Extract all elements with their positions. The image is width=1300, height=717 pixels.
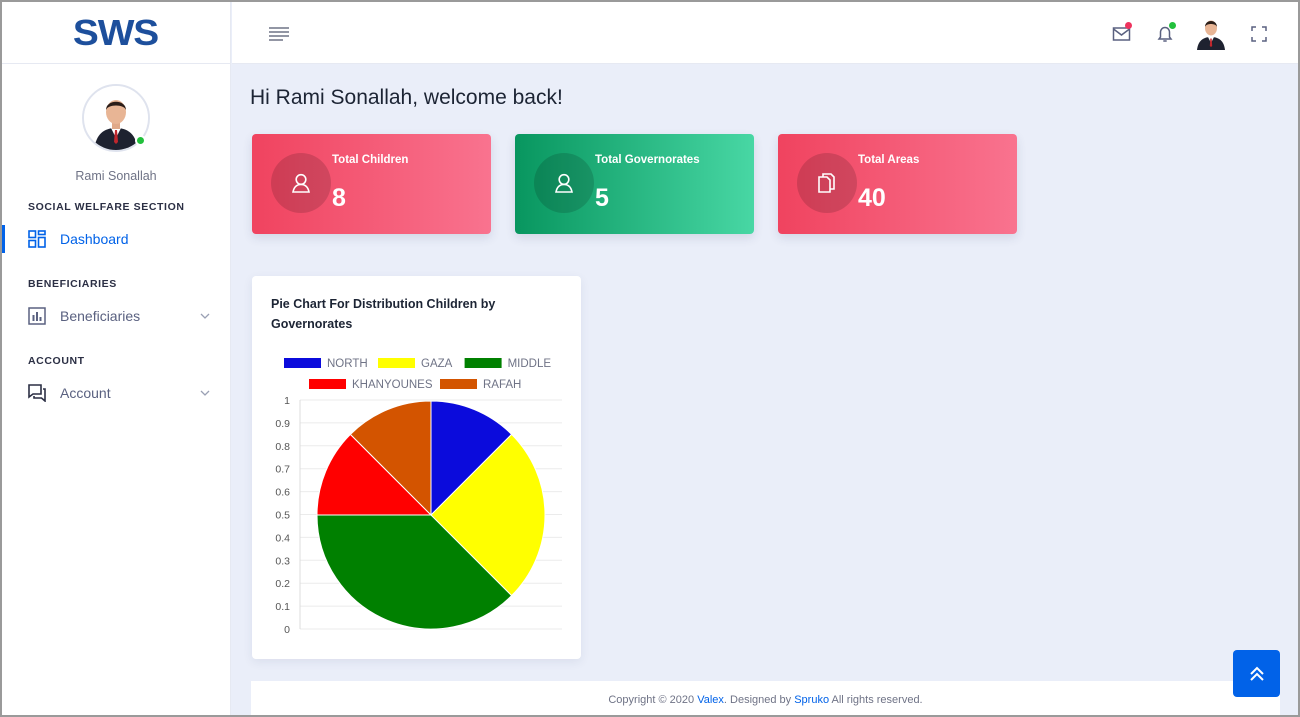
- legend-item[interactable]: GAZA: [378, 358, 453, 370]
- card-icon-circle: [534, 153, 594, 213]
- mail-icon[interactable]: [1112, 24, 1132, 44]
- sidebar-item-label: Dashboard: [60, 231, 129, 247]
- footer-text-suffix: All rights reserved.: [829, 694, 923, 706]
- online-status-dot: [135, 135, 146, 146]
- y-tick-label: 0.9: [275, 418, 290, 430]
- legend-label: KHANYOUNES: [352, 379, 433, 391]
- y-tick-label: 0.3: [275, 555, 290, 567]
- card-label: Total Governorates: [595, 154, 700, 166]
- y-tick-label: 0: [284, 624, 290, 636]
- card-value: 8: [332, 184, 346, 212]
- avatar[interactable]: [82, 84, 150, 152]
- sidebar-item-label: Account: [60, 385, 111, 401]
- pie-chart: NORTH GAZA MIDDLE KHANYOUNES RAFAH 1 0.9 0.8 0.7…: [275, 358, 562, 636]
- section-label-social-welfare: SOCIAL WELFARE SECTION: [28, 201, 185, 213]
- mail-badge: [1125, 22, 1132, 29]
- menu-icon[interactable]: [269, 26, 289, 42]
- top-header: [232, 2, 1298, 64]
- chevron-down-icon: [200, 313, 210, 319]
- y-tick-label: 0.2: [275, 578, 290, 590]
- legend-swatch: [378, 358, 415, 368]
- user-avatar[interactable]: [1195, 16, 1227, 50]
- legend-label: NORTH: [327, 358, 368, 370]
- pie-slice-north[interactable]: [430, 400, 513, 517]
- y-tick-label: 0.6: [275, 487, 290, 499]
- legend-swatch: [309, 379, 346, 389]
- brand-logo[interactable]: SWS: [73, 11, 159, 53]
- y-tick-label: 0.5: [275, 510, 290, 522]
- section-label-beneficiaries: BENEFICIARIES: [28, 278, 117, 290]
- pie-slice-gaza[interactable]: [430, 433, 546, 597]
- bell-badge: [1169, 22, 1176, 29]
- sidebar-item-account[interactable]: Account: [2, 376, 230, 410]
- footer: Copyright © 2020 Valex. Designed by Spru…: [251, 681, 1280, 715]
- legend-item[interactable]: MIDDLE: [464, 358, 552, 370]
- legend-item[interactable]: KHANYOUNES: [309, 379, 433, 391]
- card-value: 40: [858, 184, 886, 212]
- stat-card-total-governorates[interactable]: Total Governorates 5: [515, 134, 754, 234]
- card-label: Total Areas: [858, 154, 920, 166]
- double-chevron-up-icon: [1249, 666, 1264, 681]
- legend-label: MIDDLE: [508, 358, 552, 370]
- footer-text-middle: . Designed by: [723, 694, 795, 706]
- card-icon-circle: [797, 153, 857, 213]
- y-tick-label: 0.8: [275, 441, 290, 453]
- legend-item[interactable]: NORTH: [284, 358, 368, 370]
- pie-chart-card: Pie Chart For Distribution Children by G…: [252, 276, 581, 659]
- sidebar: SWS Rami Sonallah SOCIAL WELFARE SECTION: [2, 2, 231, 715]
- legend-item[interactable]: RAFAH: [440, 379, 521, 391]
- chat-icon: [28, 384, 46, 402]
- sidebar-item-label: Beneficiaries: [60, 308, 141, 324]
- user-icon: [292, 173, 310, 193]
- user-icon: [555, 173, 573, 193]
- y-tick-label: 1: [284, 395, 290, 407]
- dashboard-icon: [28, 230, 46, 248]
- fullscreen-icon[interactable]: [1249, 24, 1269, 44]
- card-value: 5: [595, 184, 609, 212]
- scroll-to-top-button[interactable]: [1233, 650, 1280, 697]
- legend-label: GAZA: [421, 358, 453, 370]
- page-title: Hi Rami Sonallah, welcome back!: [250, 86, 563, 109]
- footer-link-valex[interactable]: Valex: [697, 694, 724, 706]
- y-tick-label: 0.4: [275, 532, 290, 544]
- documents-icon: [818, 173, 835, 193]
- user-avatar-icon: [84, 86, 148, 150]
- pie-slice-rafah[interactable]: [349, 400, 432, 517]
- bar-chart-icon: [28, 307, 46, 325]
- pie-slice-khanyounes[interactable]: [316, 433, 433, 516]
- legend-swatch: [440, 379, 477, 389]
- bell-icon[interactable]: [1155, 24, 1175, 44]
- footer-link-spruko[interactable]: Spruko: [794, 694, 830, 706]
- y-tick-label: 0.7: [275, 464, 290, 476]
- section-label-account: ACCOUNT: [28, 355, 85, 367]
- sidebar-item-dashboard[interactable]: Dashboard: [2, 222, 230, 256]
- legend-swatch: [284, 358, 321, 368]
- footer-text-prefix: Copyright © 2020: [608, 694, 698, 706]
- user-profile: Rami Sonallah: [2, 64, 230, 183]
- pie-slice-middle[interactable]: [316, 514, 513, 630]
- chart-title: Pie Chart For Distribution Children by G…: [271, 297, 496, 331]
- legend-swatch: [464, 358, 502, 368]
- stat-card-total-areas[interactable]: Total Areas 40: [778, 134, 1017, 234]
- card-label: Total Children: [332, 154, 409, 166]
- profile-name: Rami Sonallah: [75, 169, 157, 183]
- stat-card-total-children[interactable]: Total Children 8: [252, 134, 491, 234]
- chevron-down-icon: [200, 390, 210, 396]
- logo-area: SWS: [2, 2, 230, 64]
- legend-label: RAFAH: [483, 379, 521, 391]
- y-tick-label: 0.1: [275, 601, 290, 613]
- sidebar-item-beneficiaries[interactable]: Beneficiaries: [2, 299, 230, 333]
- card-icon-circle: [271, 153, 331, 213]
